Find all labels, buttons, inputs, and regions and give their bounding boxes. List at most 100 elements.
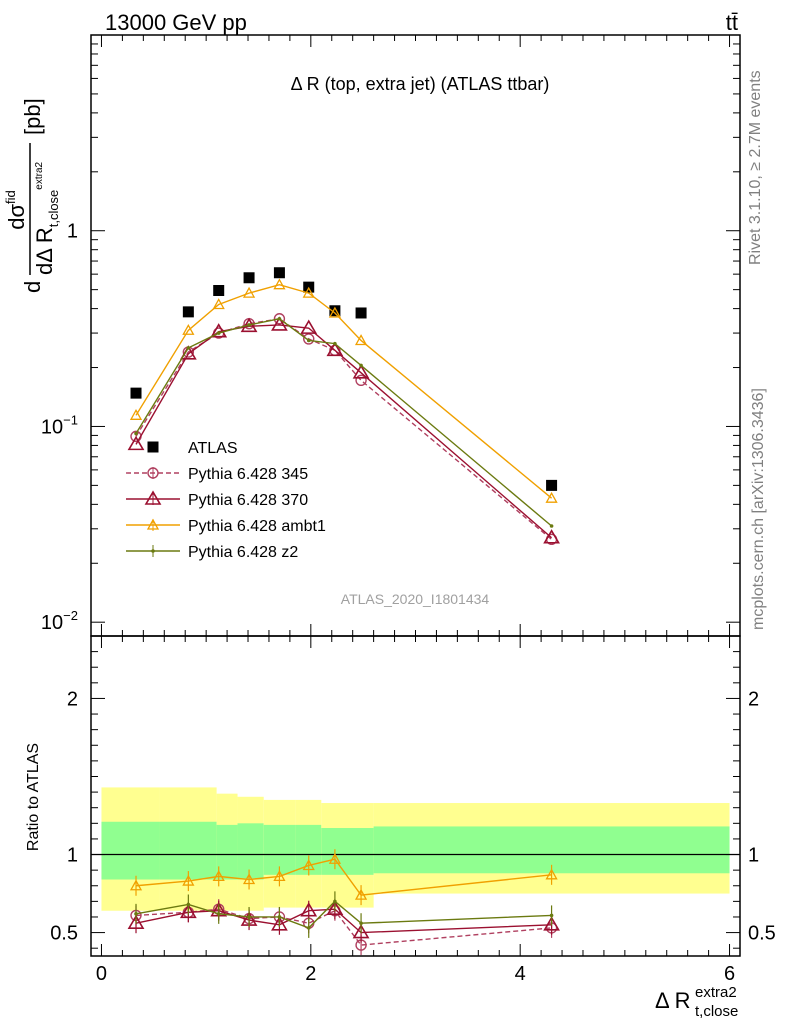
mc-point bbox=[271, 316, 288, 331]
mc-point bbox=[328, 852, 342, 864]
mc-point bbox=[328, 306, 342, 318]
mc-point bbox=[545, 491, 558, 503]
mc-point bbox=[129, 879, 143, 891]
main-title: Δ R (top, extra jet) (ATLAS ttbar) bbox=[291, 74, 550, 94]
mc-point bbox=[134, 431, 138, 436]
mc-point bbox=[127, 914, 145, 930]
y-tick-label: 1 bbox=[67, 845, 78, 867]
main-panel: Δ R (top, extra jet) (ATLAS ttbar) 10−21… bbox=[3, 34, 741, 637]
mc-point bbox=[216, 912, 221, 916]
mcplots-label: mcplots.cern.ch [arXiv:1306.3436] bbox=[750, 388, 767, 630]
mc-point bbox=[543, 529, 560, 544]
main-marks bbox=[127, 267, 560, 546]
mc-point bbox=[242, 873, 256, 885]
mc-point bbox=[543, 916, 560, 931]
mc-point bbox=[303, 333, 315, 345]
ylabel-d-prefix: d bbox=[20, 281, 45, 293]
mc-point bbox=[300, 902, 318, 917]
mc-point bbox=[302, 859, 315, 871]
legend: ATLAS Pythia 6.428 345 Pythia 6.428 370 Pyt… bbox=[126, 440, 326, 561]
mc-point bbox=[127, 435, 145, 451]
mc-point bbox=[247, 323, 251, 327]
legend-label-p345: Pythia 6.428 345 bbox=[188, 466, 308, 483]
y-tick-label: 2 bbox=[67, 688, 78, 710]
process-label: tt̄ bbox=[726, 10, 738, 35]
ratio-panel: 0 2 4 6 0.5 0.5 1 1 2 2 Ratio to ATLAS Δ R extra2… bbox=[25, 635, 776, 1020]
mc-point bbox=[355, 374, 367, 387]
mc-point bbox=[182, 874, 195, 886]
data-point bbox=[355, 307, 367, 319]
mc-point bbox=[186, 346, 191, 350]
ratio-line-p370 bbox=[135, 908, 552, 934]
ratio-ylabel: Ratio to ATLAS bbox=[25, 743, 42, 851]
x-tick-label: 2 bbox=[305, 963, 316, 985]
x-tick-label: 6 bbox=[724, 963, 735, 985]
rivet-label: Rivet 3.1.10, ≥ 2.7M events bbox=[747, 70, 764, 265]
main-ylabel: dσfid dΔ Rt,closeextra2 d [pb] bbox=[3, 98, 61, 293]
main-axes: 10−2 10−1 1 bbox=[41, 34, 741, 637]
band-inner bbox=[321, 828, 374, 875]
mc-point bbox=[186, 902, 191, 907]
mc-point bbox=[129, 408, 143, 420]
data-point bbox=[130, 387, 142, 399]
ylabel-numerator: dσfid bbox=[3, 190, 29, 230]
xlabel-sup: extra2 bbox=[695, 984, 737, 1001]
mc-point bbox=[352, 923, 370, 939]
mc-point bbox=[271, 916, 288, 931]
mc-point bbox=[326, 341, 344, 357]
mc-point bbox=[277, 316, 282, 321]
band-inner bbox=[101, 821, 160, 880]
y-tick-label-right: 2 bbox=[748, 688, 759, 710]
mc-point bbox=[545, 868, 558, 880]
mc-point bbox=[326, 900, 344, 915]
ratio-axes: 0 2 4 6 0.5 0.5 1 1 2 2 bbox=[50, 635, 776, 985]
ylabel-denominator: dΔ Rt,closeextra2 bbox=[32, 161, 61, 275]
x-tick-label: 4 bbox=[515, 963, 526, 985]
y-tick-label-right: 0.5 bbox=[748, 923, 776, 945]
data-point bbox=[329, 305, 341, 317]
mc-point bbox=[333, 341, 337, 346]
mc-point bbox=[273, 313, 286, 325]
analysis-label: ATLAS_2020_I1801434 bbox=[341, 591, 490, 607]
mc-point bbox=[146, 518, 160, 530]
mc-point bbox=[273, 870, 286, 882]
mc-point bbox=[134, 912, 138, 916]
band-inner bbox=[216, 824, 238, 880]
x-axis-label: Δ R extra2 t,close bbox=[655, 984, 738, 1020]
band-inner bbox=[237, 823, 264, 880]
mc-point bbox=[306, 926, 311, 930]
data-point bbox=[243, 272, 255, 284]
mc-point bbox=[333, 899, 337, 904]
mc-point bbox=[273, 278, 286, 290]
mc-point bbox=[212, 870, 225, 882]
mc-point bbox=[247, 915, 251, 919]
mc-point bbox=[354, 888, 368, 900]
energy-label: 13000 GeV pp bbox=[105, 10, 247, 35]
data-point bbox=[147, 441, 159, 453]
xlabel-sub: t,close bbox=[695, 1003, 738, 1020]
legend-label-z2: Pythia 6.428 z2 bbox=[188, 544, 298, 561]
mc-point bbox=[210, 323, 228, 338]
data-point bbox=[213, 285, 225, 297]
y-tick-label: 10−1 bbox=[41, 412, 78, 438]
band-inner bbox=[159, 821, 217, 880]
y-tick-label-right: 1 bbox=[748, 845, 759, 867]
mc-point bbox=[179, 903, 197, 919]
series-line-p345 bbox=[135, 318, 553, 540]
ratio-bands bbox=[91, 787, 740, 911]
x-tick-label: 0 bbox=[96, 963, 107, 985]
data-point bbox=[273, 267, 285, 279]
mc-point bbox=[242, 286, 256, 298]
mc-point bbox=[359, 921, 363, 926]
mc-point bbox=[306, 338, 311, 343]
mc-point bbox=[182, 323, 195, 335]
ratio-marks bbox=[127, 849, 560, 956]
legend-label-p370: Pythia 6.428 370 bbox=[188, 492, 308, 509]
mc-point bbox=[352, 364, 370, 379]
mc-point bbox=[212, 298, 225, 310]
y-tick-label: 1 bbox=[67, 221, 78, 243]
mc-point bbox=[354, 334, 368, 346]
mc-point bbox=[359, 363, 363, 368]
mc-point bbox=[144, 490, 162, 505]
